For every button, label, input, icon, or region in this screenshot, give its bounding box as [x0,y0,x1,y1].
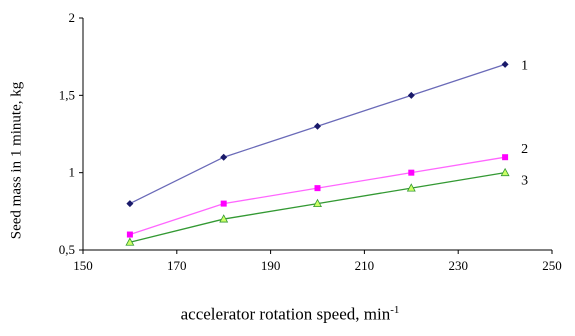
series-line-2 [129,156,506,236]
data-point-series-3 [125,237,135,246]
series-markers [125,60,510,246]
x-tick-label: 230 [448,258,468,273]
y-tick-label: 1 [69,165,76,180]
data-point-series-2 [408,169,415,176]
x-tick-label: 250 [542,258,562,273]
data-point-series-1 [126,200,134,208]
data-point-series-1 [407,91,415,99]
y-tick-label: 0,5 [59,242,75,257]
data-point-series-2 [126,231,133,238]
series-line-1 [129,63,506,205]
y-axis-label: Seed mass in 1 minute, kg [6,10,28,310]
x-tick-label: 190 [261,258,281,273]
data-point-series-1 [501,60,509,68]
data-point-series-3 [313,198,322,208]
series-line-3 [129,172,506,243]
series-lines [129,63,506,243]
data-point-series-2 [502,154,509,161]
x-tick-label: 170 [167,258,187,273]
data-point-series-1 [314,122,321,130]
tick-labels: 0,5 1 1,5 2 150 170 190 210 230 250 [59,10,562,273]
data-point-series-1 [220,153,228,161]
x-tick-label: 210 [355,258,375,273]
data-point-series-3 [500,167,510,177]
curve-labels: 1 2 3 [521,58,528,188]
x-tick-label: 150 [73,258,93,273]
series-label-2: 2 [521,142,528,157]
axes [79,17,553,254]
data-point-series-3 [406,183,416,192]
x-axis-label: accelerator rotation speed, min-1 [100,304,480,325]
series-label-3: 3 [521,174,528,189]
y-tick-label: 2 [69,10,76,25]
x-axis-label-text: accelerator rotation speed, min [180,304,391,324]
data-point-series-2 [220,200,227,207]
x-axis-label-superscript: -1 [390,304,400,316]
series-label-1: 1 [521,58,528,73]
y-tick-label: 1,5 [59,87,75,102]
data-point-series-2 [314,185,321,192]
y-axis-label-text: Seed mass in 1 minute, kg [8,81,25,239]
data-point-series-3 [219,214,229,223]
